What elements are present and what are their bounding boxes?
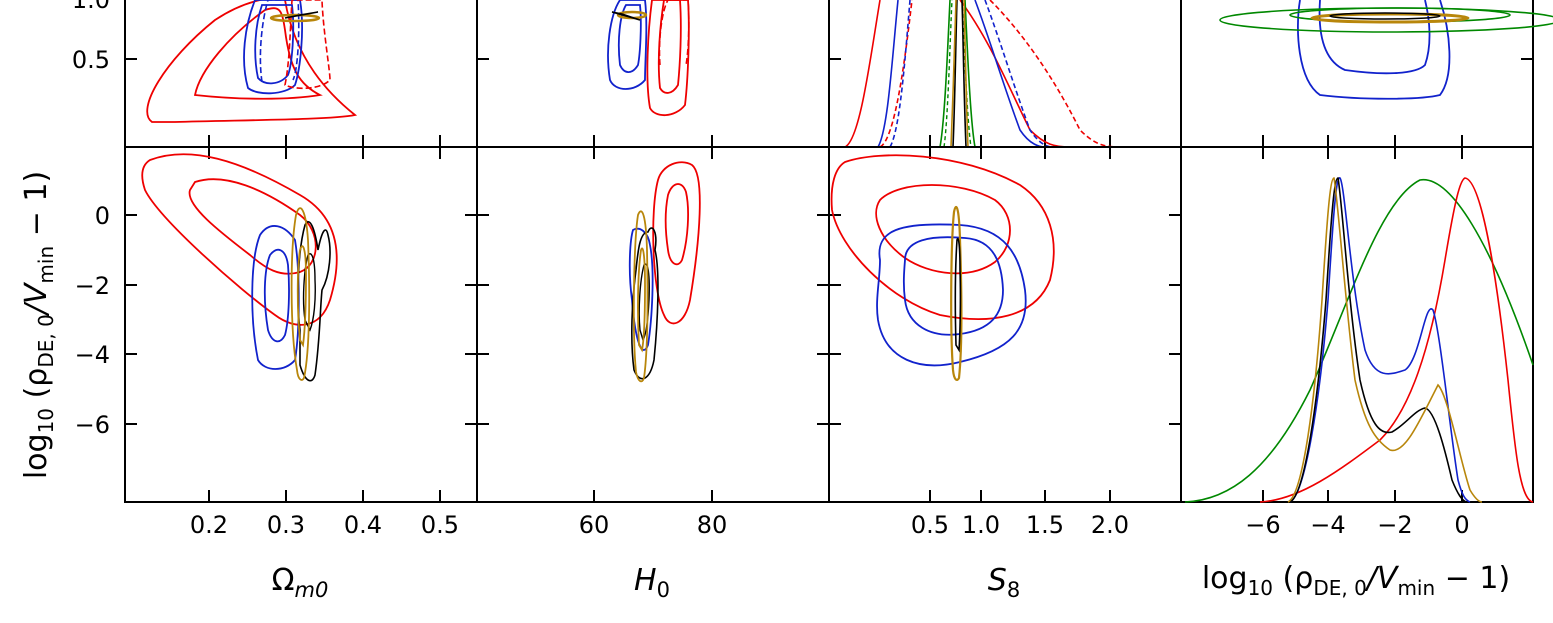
tick-label-x-h0-80: 80 — [697, 511, 728, 539]
tick-label-x-omega-04: 0.4 — [344, 511, 382, 539]
red-dashed-contour — [658, 0, 690, 66]
tick-label-x-log-neg6: −6 — [1245, 511, 1280, 539]
blue-contour-outer — [607, 0, 648, 90]
panel-log-marginal — [1180, 146, 1534, 503]
black-contour-inner — [638, 263, 650, 342]
red-contour-inner — [193, 7, 323, 100]
black-contour — [284, 11, 319, 19]
green-marginal — [939, 0, 976, 148]
panel-s8-log — [828, 146, 1182, 503]
tick-label-y-neg4: −4 — [75, 341, 110, 369]
blue-contour-outer — [251, 225, 300, 370]
ylabel-log-rho: log10 (ρDE, 0/Vmin − 1) — [19, 171, 58, 479]
red-marginal — [1259, 177, 1534, 503]
gold-marginal — [1287, 177, 1483, 503]
blue-contour-outer — [876, 223, 1027, 367]
tick-label-y-0: 0 — [95, 202, 110, 230]
black-contour — [954, 237, 962, 353]
tick-label-y-top-05: 0.5 — [72, 46, 110, 74]
tick-label-x-s8-20: 2.0 — [1091, 511, 1129, 539]
red-contour-outer — [146, 0, 358, 123]
tick-label-x-s8-15: 1.5 — [1026, 511, 1064, 539]
blue-contour-inner — [263, 248, 290, 343]
panel-omega-log — [124, 146, 478, 503]
tick-label-x-omega-05: 0.5 — [421, 511, 459, 539]
blue-contour-outer — [1297, 0, 1451, 100]
xlabel-omega: Ωm0 — [272, 563, 329, 602]
xlabel-h0: H0 — [634, 563, 670, 602]
black-contour-inner — [302, 253, 316, 332]
blue-marginal — [1289, 177, 1471, 503]
red-contour-outer — [652, 161, 701, 325]
tick-label-x-s8-05: 0.5 — [911, 511, 949, 539]
tick-label-x-log-neg2: −2 — [1377, 511, 1412, 539]
gold-contour — [269, 13, 321, 23]
panel-top-h0 — [476, 0, 830, 148]
gold-contour-outer — [632, 210, 649, 383]
tick-label-y-neg2: −2 — [75, 272, 110, 300]
black-marginal — [952, 0, 967, 148]
gold-contour-outer — [290, 207, 311, 381]
blue-marginal — [877, 0, 1046, 148]
green-contour-outer — [1219, 7, 1553, 33]
red-contour-outer — [646, 0, 690, 117]
gold-contour-outer — [950, 206, 963, 381]
panel-top-omega — [124, 0, 478, 148]
black-contour — [611, 11, 641, 21]
blue-contour-inner — [1318, 0, 1431, 75]
blue-dashed-marginal — [889, 0, 1053, 148]
red-dashed-marginal — [879, 0, 1121, 148]
tick-label-y-neg6: −6 — [75, 411, 110, 439]
tick-label-x-s8-10: 1.0 — [962, 511, 1000, 539]
red-contour-inner — [657, 0, 682, 94]
tick-label-x-omega-03: 0.3 — [267, 511, 305, 539]
red-contour-outer — [141, 153, 338, 326]
blue-dashed-contour — [259, 0, 300, 83]
panel-h0-log — [476, 146, 830, 503]
blue-contour-inner — [617, 4, 642, 74]
tick-label-x-h0-60: 60 — [579, 511, 610, 539]
panel-top-log — [1180, 0, 1553, 148]
tick-label-x-log-neg4: −4 — [1310, 511, 1345, 539]
gold-contour — [1310, 12, 1470, 24]
black-contour — [1329, 12, 1441, 20]
red-marginal — [844, 0, 1071, 148]
gold-contour-inner — [296, 245, 307, 348]
blue-contour-inner — [902, 236, 1004, 336]
red-contour-inner — [875, 184, 1011, 275]
red-contour-inner — [664, 183, 689, 266]
tick-label-x-omega-02: 0.2 — [190, 511, 228, 539]
black-marginal — [1289, 177, 1467, 503]
green-marginal — [1184, 179, 1534, 503]
tick-label-x-log-0: 0 — [1454, 511, 1469, 539]
red-dashed-contour — [284, 0, 331, 90]
red-contour-inner — [188, 178, 317, 275]
xlabel-log-rho: log10 (ρDE, 0/Vmin − 1) — [1202, 561, 1510, 600]
gold-contour-inner — [637, 247, 646, 353]
gold-marginal — [950, 0, 969, 148]
panel-top-s8 — [828, 0, 1182, 148]
xlabel-s8: S8 — [988, 563, 1020, 602]
black-contour-outer — [297, 221, 331, 382]
blue-contour-inner — [254, 4, 295, 85]
tick-label-y-top-1: 1.0 — [72, 0, 110, 14]
blue-contour-outer — [243, 0, 303, 95]
